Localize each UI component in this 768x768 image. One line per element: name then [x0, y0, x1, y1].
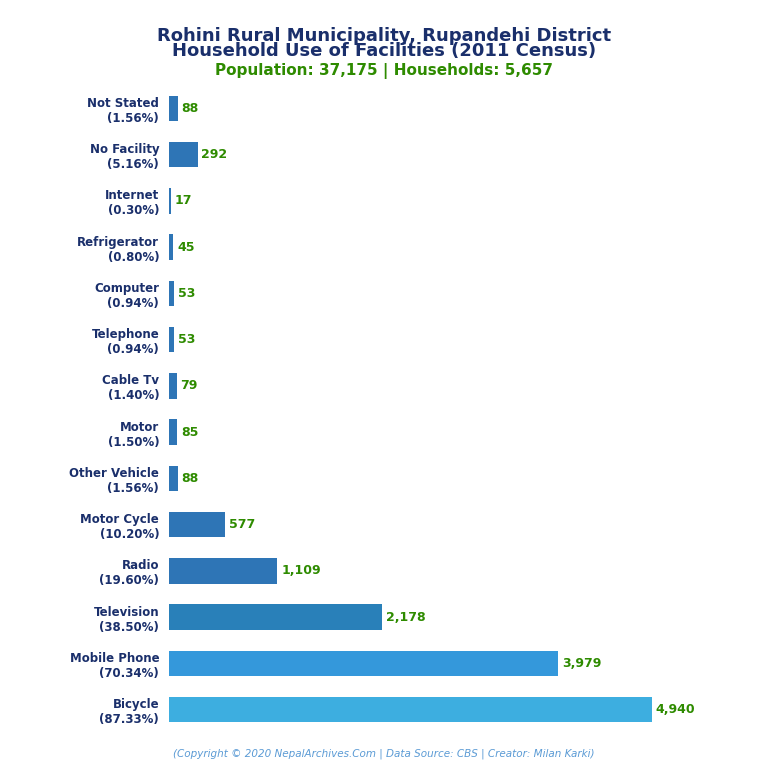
Text: 45: 45 [177, 240, 195, 253]
Bar [169, 511, 225, 538]
Text: 88: 88 [181, 102, 199, 115]
Text: 292: 292 [201, 148, 227, 161]
Text: 17: 17 [174, 194, 192, 207]
Bar [169, 650, 558, 676]
Bar [169, 419, 177, 445]
Text: Rohini Rural Municipality, Rupandehi District: Rohini Rural Municipality, Rupandehi Dis… [157, 27, 611, 45]
Bar [169, 558, 277, 584]
Text: 1,109: 1,109 [281, 564, 321, 578]
Text: 2,178: 2,178 [386, 611, 425, 624]
Bar [169, 234, 174, 260]
Bar [169, 96, 177, 121]
Bar [169, 604, 382, 630]
Text: 53: 53 [178, 287, 195, 300]
Text: Household Use of Facilities (2011 Census): Household Use of Facilities (2011 Census… [172, 42, 596, 60]
Text: Population: 37,175 | Households: 5,657: Population: 37,175 | Households: 5,657 [215, 63, 553, 79]
Text: 3,979: 3,979 [562, 657, 601, 670]
Bar [169, 280, 174, 306]
Text: 577: 577 [230, 518, 256, 531]
Text: 79: 79 [180, 379, 198, 392]
Text: 85: 85 [181, 425, 199, 439]
Text: 88: 88 [181, 472, 199, 485]
Text: 53: 53 [178, 333, 195, 346]
Text: (Copyright © 2020 NepalArchives.Com | Data Source: CBS | Creator: Milan Karki): (Copyright © 2020 NepalArchives.Com | Da… [174, 748, 594, 759]
Bar [169, 697, 652, 722]
Text: 4,940: 4,940 [656, 703, 695, 716]
Bar [169, 327, 174, 353]
Bar [169, 465, 177, 491]
Bar [169, 142, 197, 167]
Bar [169, 373, 177, 399]
Bar [169, 188, 170, 214]
